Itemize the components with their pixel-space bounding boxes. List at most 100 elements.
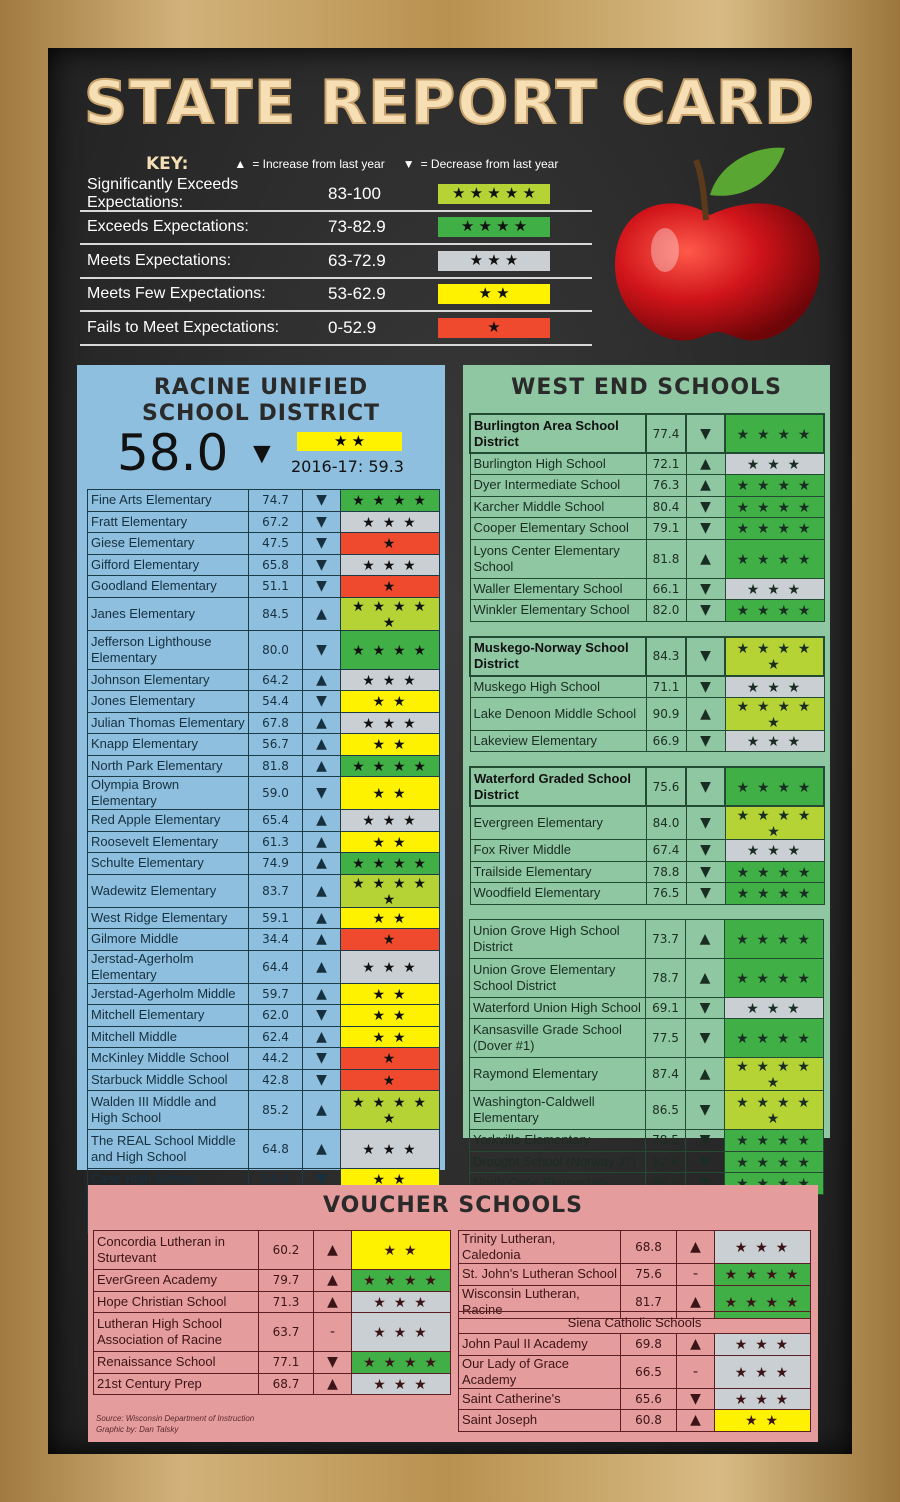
up-arrow-icon: ▲ — [302, 1129, 341, 1169]
up-arrow-icon: ▲ — [302, 809, 341, 832]
score: 75.6 — [645, 766, 687, 807]
star-rating: ★ ★ ★ ★ — [724, 766, 825, 807]
school-name: Julian Thomas Elementary — [87, 711, 249, 734]
up-arrow-icon: ▲ — [302, 830, 341, 853]
level-label: Fails to Meet Expectations: — [87, 318, 280, 336]
siena-title: Siena Catholic Schools — [457, 1311, 812, 1334]
down-arrow-icon: ▼ — [302, 532, 341, 555]
star-rating: ★ — [340, 928, 440, 951]
siena-header-row: Siena Catholic Schools — [457, 1311, 812, 1334]
down-text: = Decrease from last year — [420, 157, 559, 171]
school-name: Fox River Middle — [469, 839, 647, 862]
up-arrow-icon: ▲ — [234, 157, 247, 171]
school-name: Lyons Center Elementary School — [469, 538, 647, 579]
score: 81.8 — [248, 754, 303, 777]
down-arrow-icon: ▼ — [685, 805, 726, 840]
voucher-panel: VOUCHER SCHOOLS Concordia Lutheran in St… — [88, 1185, 818, 1442]
down-arrow-icon: ▼ — [313, 1351, 352, 1374]
star-rating: ★ — [340, 575, 440, 598]
star-rating: ★ — [340, 1047, 440, 1070]
down-arrow-icon: ▼ — [676, 1387, 715, 1410]
table-row: Muskego-Norway School District 84.3 ▼ ★ ★ ★… — [469, 635, 825, 677]
level-label: Meets Expectations: — [87, 251, 232, 269]
school-name: The REAL School Middle and High School — [87, 1129, 249, 1169]
score: 64.2 — [248, 668, 303, 691]
down-arrow-icon: ▼ — [685, 996, 725, 1019]
star-rating: ★ ★ ★ ★ — [724, 599, 825, 622]
school-name: Starbuck Middle School — [87, 1068, 249, 1091]
score: 69.8 — [620, 1333, 677, 1356]
star-rating: ★ ★ ★ ★ — [724, 474, 825, 497]
star-rating: ★ ★ ★ ★ — [724, 918, 824, 959]
star-rating: ★ ★ ★ ★ — [724, 495, 825, 518]
score: 77.1 — [258, 1351, 314, 1374]
school-name: 21st Century Prep — [93, 1372, 259, 1395]
score: 65.6 — [620, 1387, 677, 1410]
score: 71.3 — [258, 1290, 314, 1313]
star-rating: ★ ★ ★ ★ — [724, 413, 825, 454]
table-row: Trinity Lutheran, Caledonia 68.8 ▲ ★ ★ ★ — [458, 1230, 811, 1264]
score: 66.9 — [645, 729, 687, 752]
school-name: Evergreen Elementary — [469, 805, 647, 840]
up-arrow-icon: ▲ — [302, 754, 341, 777]
score: 67.2 — [248, 510, 303, 533]
score: 66.5 — [620, 1354, 677, 1389]
up-arrow-icon: ▲ — [685, 538, 726, 579]
score: 64.8 — [248, 1129, 303, 1169]
table-row: North Park Elementary 81.8 ▲ ★ ★ ★ ★ — [87, 754, 440, 777]
racine-unified-panel: RACINE UNIFIED SCHOOL DISTRICT 58.0 ▼ ★ … — [77, 365, 445, 1234]
score: 84.5 — [248, 596, 303, 631]
down-arrow-icon: ▼ — [302, 553, 341, 576]
key-legend: KEY: ▲ = Increase from last year ▼ = Decre… — [80, 150, 592, 346]
down-arrow-icon: ▼ — [302, 1068, 341, 1091]
up-arrow-icon: ▲ — [313, 1230, 352, 1270]
table-row: 21st Century Prep 68.7 ▲ ★ ★ ★ — [93, 1372, 451, 1395]
level-label: Exceeds Expectations: — [87, 218, 249, 236]
level-range: 63-72.9 — [328, 250, 386, 270]
score: 68.8 — [620, 1230, 677, 1264]
graphic-credit: Graphic by: Dan Talsky — [96, 1425, 179, 1434]
score: 74.9 — [248, 852, 303, 875]
school-name: Johnson Elementary — [87, 668, 249, 691]
star-rating: ★ ★ — [340, 830, 440, 853]
school-name: Waller Elementary School — [469, 577, 647, 600]
up-arrow-icon: ▲ — [302, 668, 341, 691]
school-name: Wadewitz Elementary — [87, 873, 249, 908]
score: 59.1 — [248, 906, 303, 929]
table-row: Schulte Elementary 74.9 ▲ ★ ★ ★ ★ — [87, 852, 440, 875]
star-rating: ★ — [340, 532, 440, 555]
star-rating: ★ ★ — [340, 1168, 440, 1191]
key-row: Meets Expectations: 63-72.9 ★ ★ ★ — [80, 245, 592, 279]
up-arrow-icon: ▲ — [302, 873, 341, 908]
score: 71.1 — [645, 675, 687, 698]
star-rating: ★ ★ ★ — [724, 577, 825, 600]
school-name: Concordia Lutheran in Sturtevant — [93, 1230, 259, 1270]
table-row: Burlington Area School District 77.4 ▼ ★ ★ … — [469, 413, 825, 454]
table-row: Fox River Middle 67.4 ▼ ★ ★ ★ — [469, 839, 825, 862]
star-rating: ★ ★ ★ — [340, 553, 440, 576]
school-name: Kansasville Grade School (Dover #1) — [469, 1018, 646, 1058]
score: 59.7 — [248, 982, 303, 1005]
star-rating: ★ ★ ★ ★ — [724, 538, 825, 579]
down-arrow-icon: ▼ — [685, 1150, 725, 1173]
star-rating: ★ ★ ★ ★ ★ — [340, 873, 440, 908]
school-name: Lutheran High School Association of Raci… — [93, 1312, 259, 1352]
down-arrow-icon: ▼ — [685, 495, 726, 518]
score: 76.5 — [645, 882, 687, 905]
score: 63.7 — [258, 1312, 314, 1352]
source-note: Source: Wisconsin Department of Instruct… — [96, 1414, 255, 1423]
table-row: Lakeview Elementary 66.9 ▼ ★ ★ ★ — [469, 729, 825, 752]
table-row: Cooper Elementary School 79.1 ▼ ★ ★ ★ ★ — [469, 517, 825, 540]
table-row: Jerstad-Agerholm Middle 59.7 ▲ ★ ★ — [87, 982, 440, 1005]
star-rating: ★ ★ ★ — [713, 1387, 812, 1410]
racine-title-line1: RACINE UNIFIED — [153, 375, 369, 400]
school-name: West Ridge Elementary — [87, 906, 249, 929]
down-arrow-icon: ▼ — [302, 575, 341, 598]
table-row: John Paul II Academy 69.8 ▲ ★ ★ ★ — [458, 1333, 812, 1356]
table-row: St. John's Lutheran School 75.6- ★ ★ ★ ★ — [458, 1263, 811, 1286]
table-row: Washington-Caldwell Elementary 86.5 ▼ ★ ★ ★… — [469, 1090, 824, 1130]
table-row: Hope Christian School 71.3 ▲ ★ ★ ★ — [93, 1290, 451, 1313]
star-rating: ★ ★ ★ ★ — [340, 852, 440, 875]
up-arrow-icon: ▲ — [302, 852, 341, 875]
star-rating: ★ ★ ★ ★ — [724, 517, 825, 540]
